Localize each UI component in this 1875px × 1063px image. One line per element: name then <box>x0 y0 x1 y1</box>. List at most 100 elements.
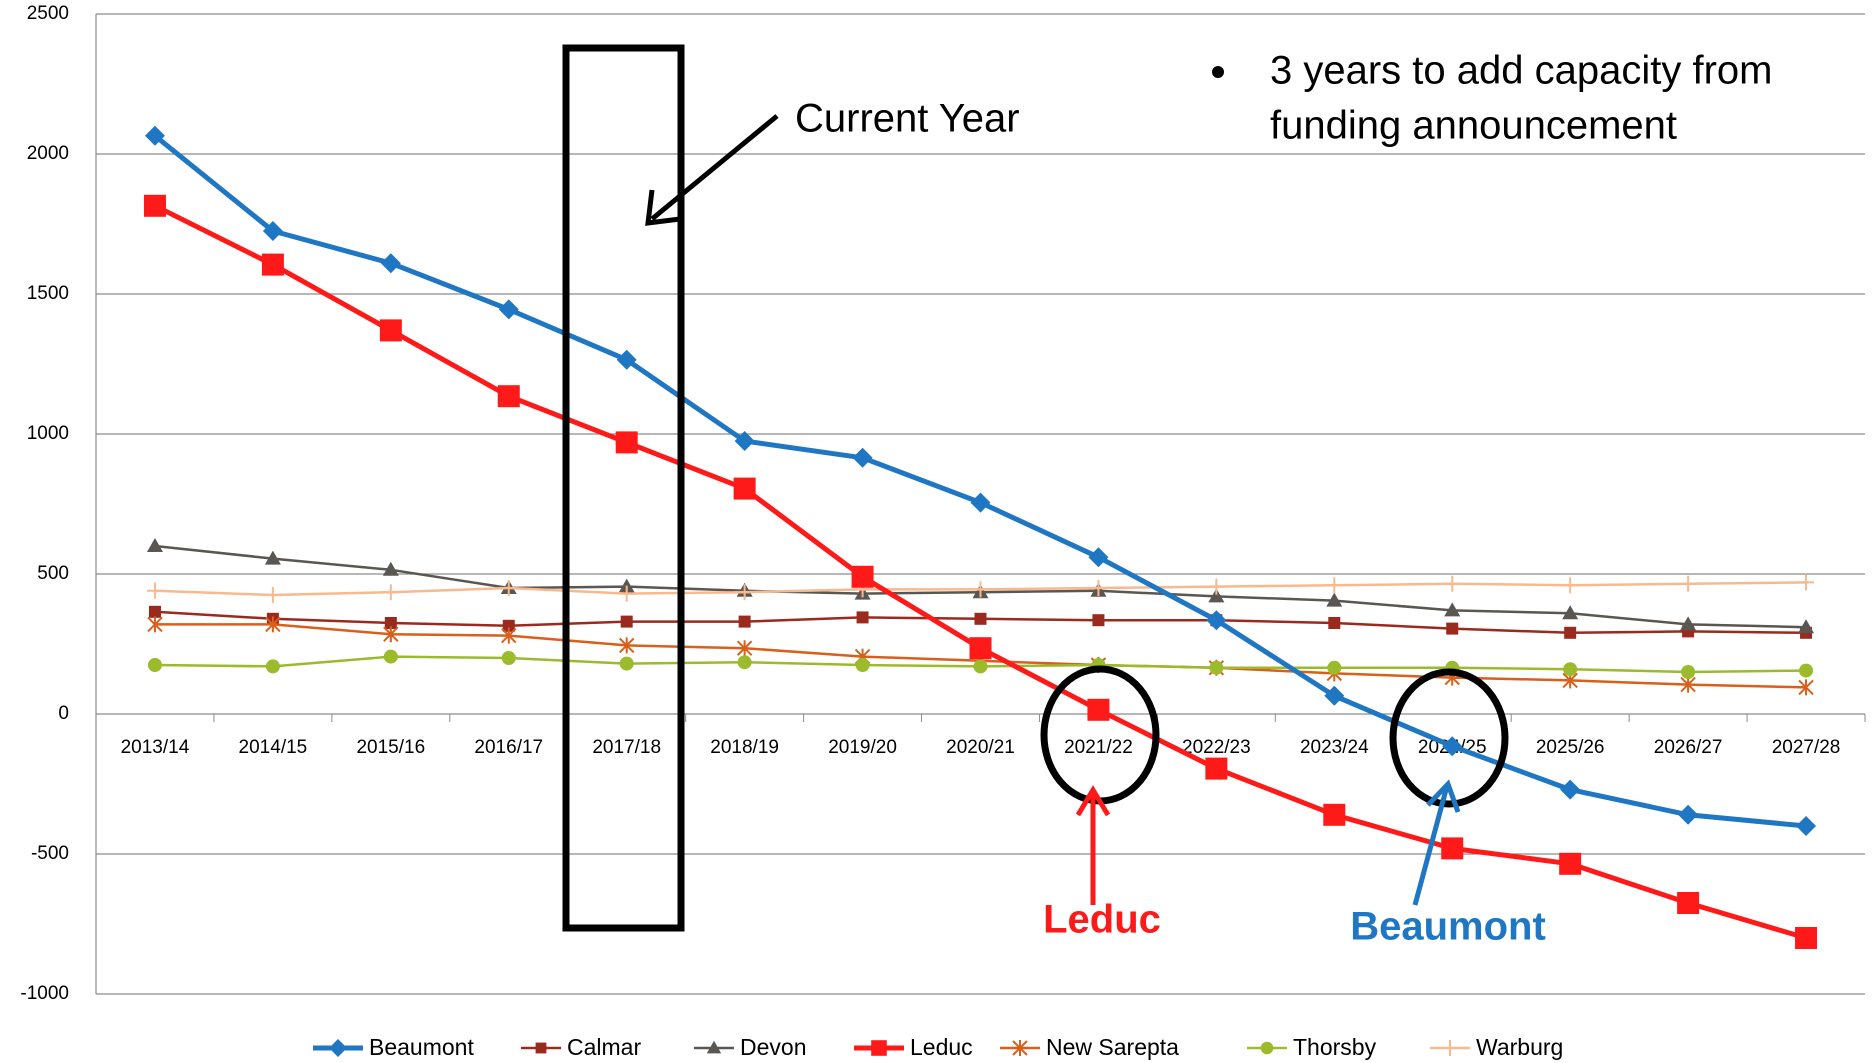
marker <box>265 659 280 674</box>
legend-label: Leduc <box>910 1034 973 1060</box>
legend-marker <box>1012 1040 1028 1056</box>
marker <box>383 649 398 664</box>
marker <box>1795 927 1818 949</box>
arrow-head <box>1426 779 1461 813</box>
marker <box>1678 804 1699 825</box>
arrow-head <box>1075 785 1111 817</box>
x-tick-label: 2014/15 <box>239 737 308 758</box>
legend-label: Devon <box>740 1034 806 1060</box>
marker <box>1326 577 1343 594</box>
marker <box>143 194 166 217</box>
legend-marker <box>329 1039 347 1057</box>
annotation: Leduc <box>1043 898 1161 942</box>
x-tick-label: 2018/19 <box>710 737 779 758</box>
marker <box>1328 617 1341 629</box>
marker <box>1796 816 1817 836</box>
arrow <box>1412 785 1450 906</box>
marker <box>733 477 756 500</box>
x-tick-label: 2022/23 <box>1182 737 1251 758</box>
marker <box>973 659 988 674</box>
x-tick-label: 2023/24 <box>1300 737 1369 758</box>
x-tick-label: 2027/28 <box>1772 737 1841 758</box>
y-tick-label: 1500 <box>27 283 69 304</box>
marker <box>1677 892 1700 914</box>
marker <box>616 349 637 370</box>
marker <box>1326 592 1343 607</box>
marker <box>619 656 634 671</box>
marker <box>264 550 281 565</box>
legend-marker <box>706 1040 722 1054</box>
marker <box>970 492 991 513</box>
y-tick-label: -500 <box>31 843 69 864</box>
marker <box>1087 698 1110 721</box>
y-tick-label: 2500 <box>27 3 69 24</box>
marker <box>738 615 751 628</box>
marker <box>1208 588 1225 603</box>
circle <box>1389 668 1509 808</box>
x-tick-label: 2013/14 <box>121 737 190 758</box>
marker <box>1092 614 1105 627</box>
marker <box>502 619 515 632</box>
x-tick-label: 2025/26 <box>1536 737 1605 758</box>
marker <box>737 655 752 670</box>
marker <box>852 447 873 468</box>
marker <box>1324 685 1345 706</box>
marker <box>379 319 402 342</box>
y-tick-label: 2000 <box>27 143 69 164</box>
annotation: Current Year <box>795 97 1020 141</box>
marker <box>1680 575 1697 592</box>
marker <box>380 253 401 274</box>
marker <box>1562 577 1579 594</box>
marker <box>497 385 520 408</box>
marker <box>1441 837 1464 860</box>
marker <box>382 584 399 601</box>
x-tick-label: 2015/16 <box>356 737 425 758</box>
marker <box>974 612 987 625</box>
marker <box>1205 757 1228 780</box>
annotation: Beaumont <box>1350 905 1546 949</box>
marker <box>147 616 163 633</box>
marker <box>736 584 753 601</box>
marker <box>1327 660 1342 675</box>
marker <box>501 627 517 644</box>
marker <box>148 605 161 618</box>
marker <box>736 640 753 657</box>
legend-marker <box>535 1042 547 1054</box>
annotation: funding announcement <box>1270 104 1677 148</box>
current-year-box <box>562 44 685 932</box>
legend-marker <box>871 1040 887 1056</box>
y-tick-label: 1000 <box>27 423 69 444</box>
marker <box>969 637 992 660</box>
y-tick-label: -1000 <box>20 983 69 1004</box>
marker <box>734 431 755 451</box>
marker <box>262 221 283 241</box>
marker <box>1088 547 1109 568</box>
legend-marker <box>1442 1040 1458 1056</box>
marker <box>618 637 635 654</box>
marker <box>1208 578 1225 595</box>
marker <box>146 538 163 552</box>
x-tick-label: 2019/20 <box>828 737 897 758</box>
marker <box>1560 779 1581 800</box>
marker <box>1681 665 1696 679</box>
legend-label: Thorsby <box>1293 1034 1377 1060</box>
marker <box>265 616 281 633</box>
marker <box>1209 660 1224 675</box>
marker <box>1323 803 1346 826</box>
y-tick-label: 500 <box>37 563 69 584</box>
marker <box>1090 580 1107 596</box>
marker <box>500 580 517 596</box>
legend-label: Calmar <box>567 1034 641 1060</box>
annotation: 3 years to add capacity from <box>1270 49 1772 93</box>
marker <box>144 125 165 146</box>
marker <box>1562 605 1579 620</box>
marker <box>1799 663 1814 678</box>
marker <box>1798 574 1815 591</box>
marker <box>1798 619 1815 634</box>
bullet <box>1212 66 1224 78</box>
series-line <box>153 133 1807 829</box>
marker <box>1444 602 1461 617</box>
marker <box>856 611 869 624</box>
legend-label: New Sarepta <box>1046 1034 1179 1060</box>
marker <box>1564 626 1577 639</box>
